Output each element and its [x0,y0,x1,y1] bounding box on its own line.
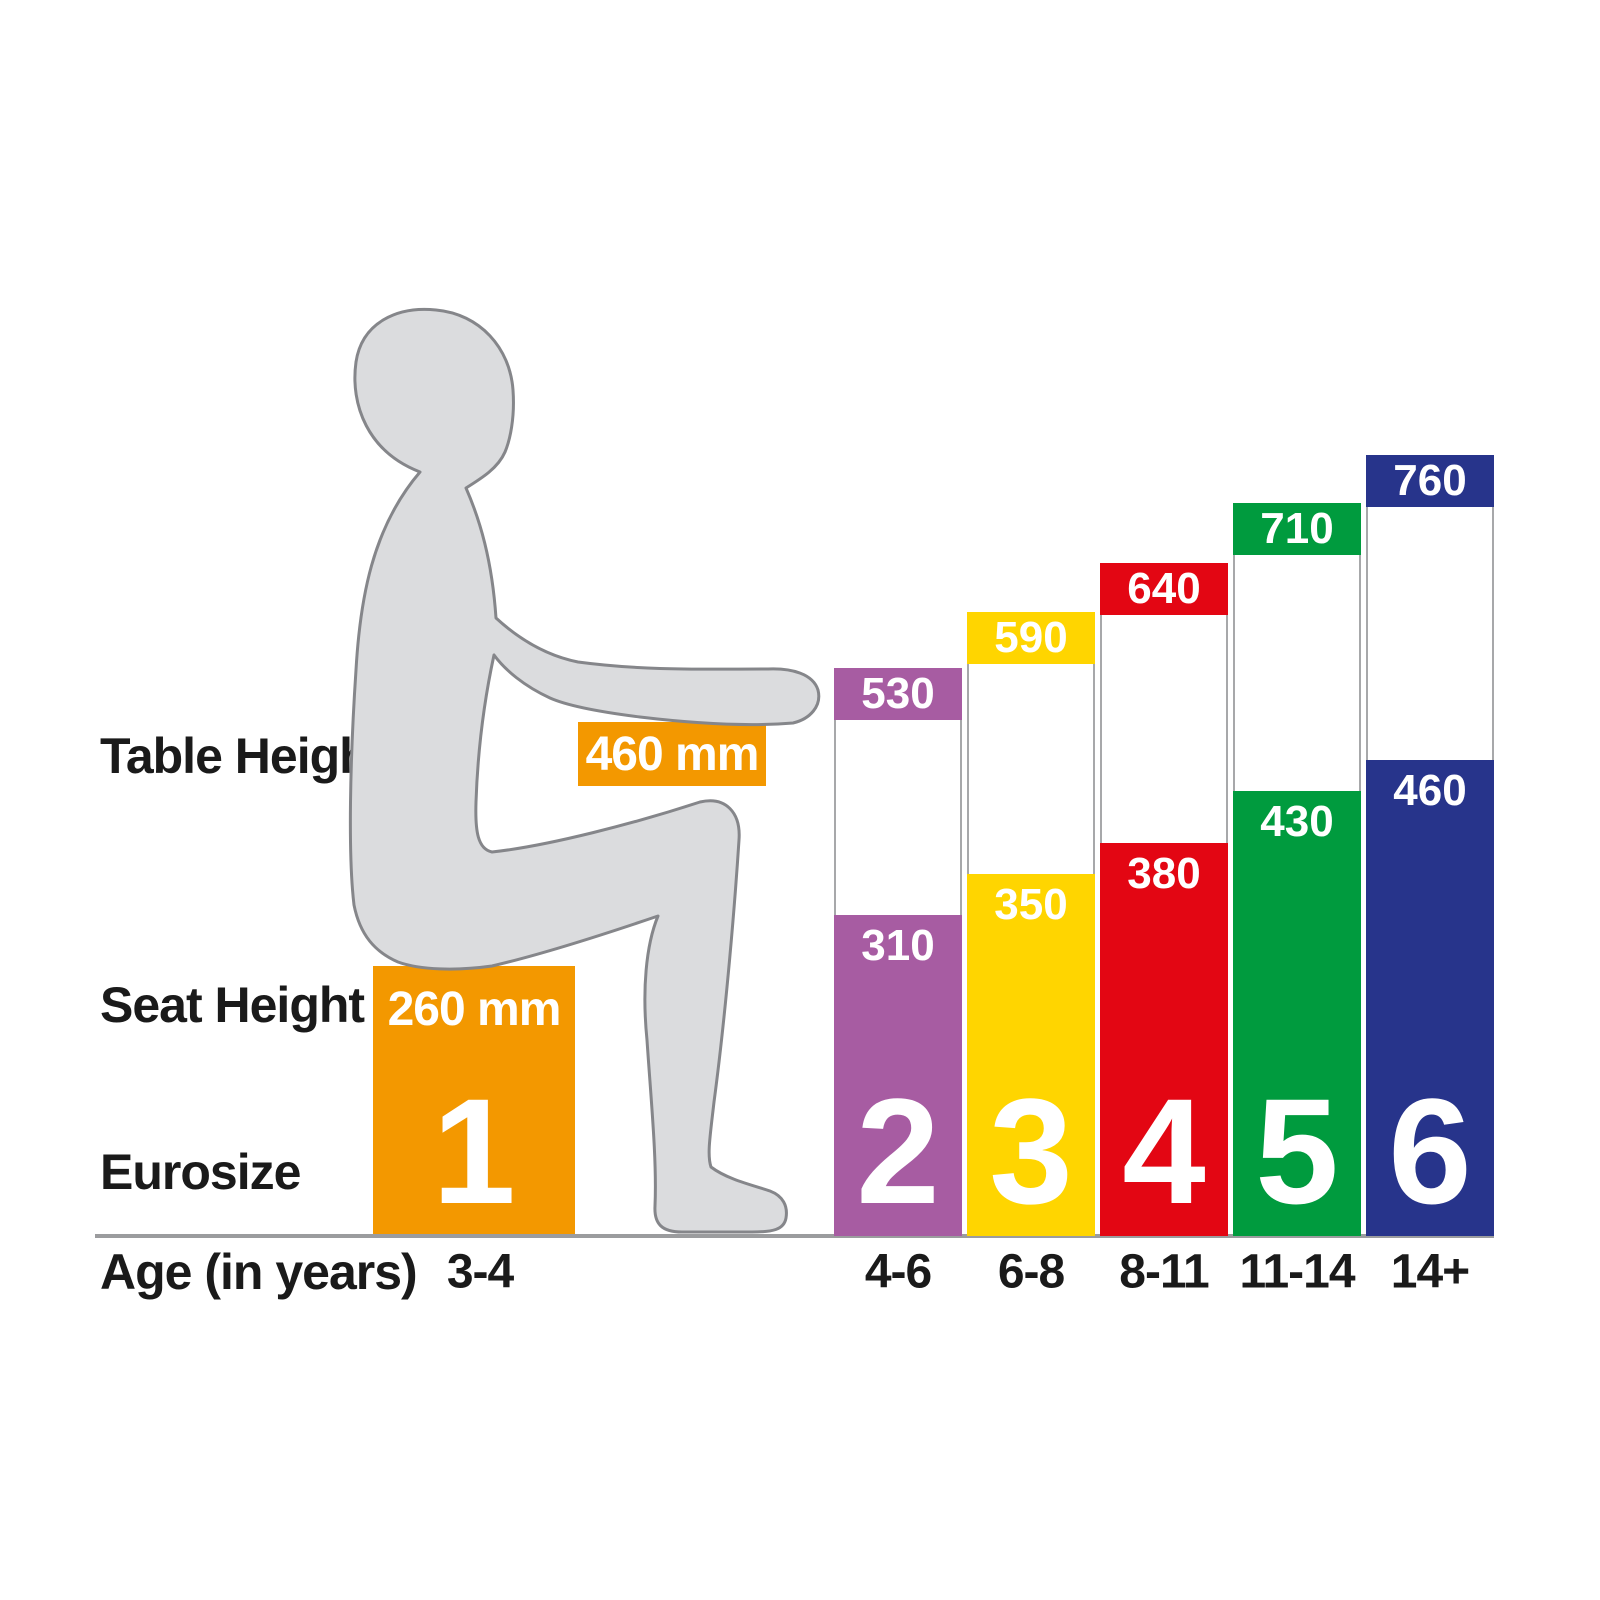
column-body [834,720,962,915]
eurosize-column-6: 760 460 6 [1366,455,1494,1236]
seat-height-label: Seat Height [100,977,365,1033]
age-row-label: Age (in years) [100,1244,418,1300]
eurosize-column-2: 530 310 2 [834,668,962,1236]
table-height-value-size1: 460 mm [585,727,760,781]
seat-height-block: 430 5 [1233,791,1361,1236]
column-body [967,664,1095,874]
table-height-band: 760 [1366,455,1494,507]
column-body [1366,507,1494,760]
eurosize-column-3: 590 350 3 [967,612,1095,1236]
seat-height-block: 350 3 [967,874,1095,1236]
eurosize-column-4: 640 380 4 [1100,563,1228,1236]
age-value-size1: 3-4 [446,1245,514,1299]
age-value-size5: 11-14 [1239,1245,1355,1299]
eurosize-number-4: 4 [1122,1067,1206,1235]
age-value-size4: 8-11 [1119,1245,1209,1299]
seat-height-value: 430 [1260,797,1334,846]
seat-height-block: 380 4 [1100,843,1228,1236]
age-value-size3: 6-8 [997,1245,1065,1299]
eurosize-number-6: 6 [1388,1067,1472,1235]
table-height-band: 590 [967,612,1095,664]
seat-height-block: 460 6 [1366,760,1494,1236]
eurosize-label: Eurosize [100,1144,301,1200]
table-height-band: 710 [1233,503,1361,555]
seat-height-value: 310 [861,921,935,970]
table-height-band: 530 [834,668,962,720]
floor-baseline [95,1234,1494,1238]
seat-height-value-size1: 260 mm [387,983,562,1036]
seat-height-value: 460 [1393,766,1467,815]
column-body [1233,555,1361,791]
seat-height-value: 350 [994,880,1068,929]
eurosize-number-3: 3 [989,1067,1073,1235]
column-body [1100,615,1228,843]
eurosize-number-5: 5 [1255,1067,1339,1235]
table-height-label: Table Height [100,728,385,784]
age-value-size2: 4-6 [864,1245,932,1299]
age-value-size6: 14+ [1390,1245,1470,1299]
eurosize-column-5: 710 430 5 [1233,503,1361,1236]
eurosize-number-2: 2 [856,1067,940,1235]
seat-height-block-size1: 260 mm 1 [373,966,575,1236]
seat-height-block: 310 2 [834,915,962,1236]
eurosize-number-1: 1 [432,1067,516,1235]
table-height-band: 640 [1100,563,1228,615]
seat-height-value: 380 [1127,849,1201,898]
table-height-block-size1: 460 mm [578,722,766,786]
